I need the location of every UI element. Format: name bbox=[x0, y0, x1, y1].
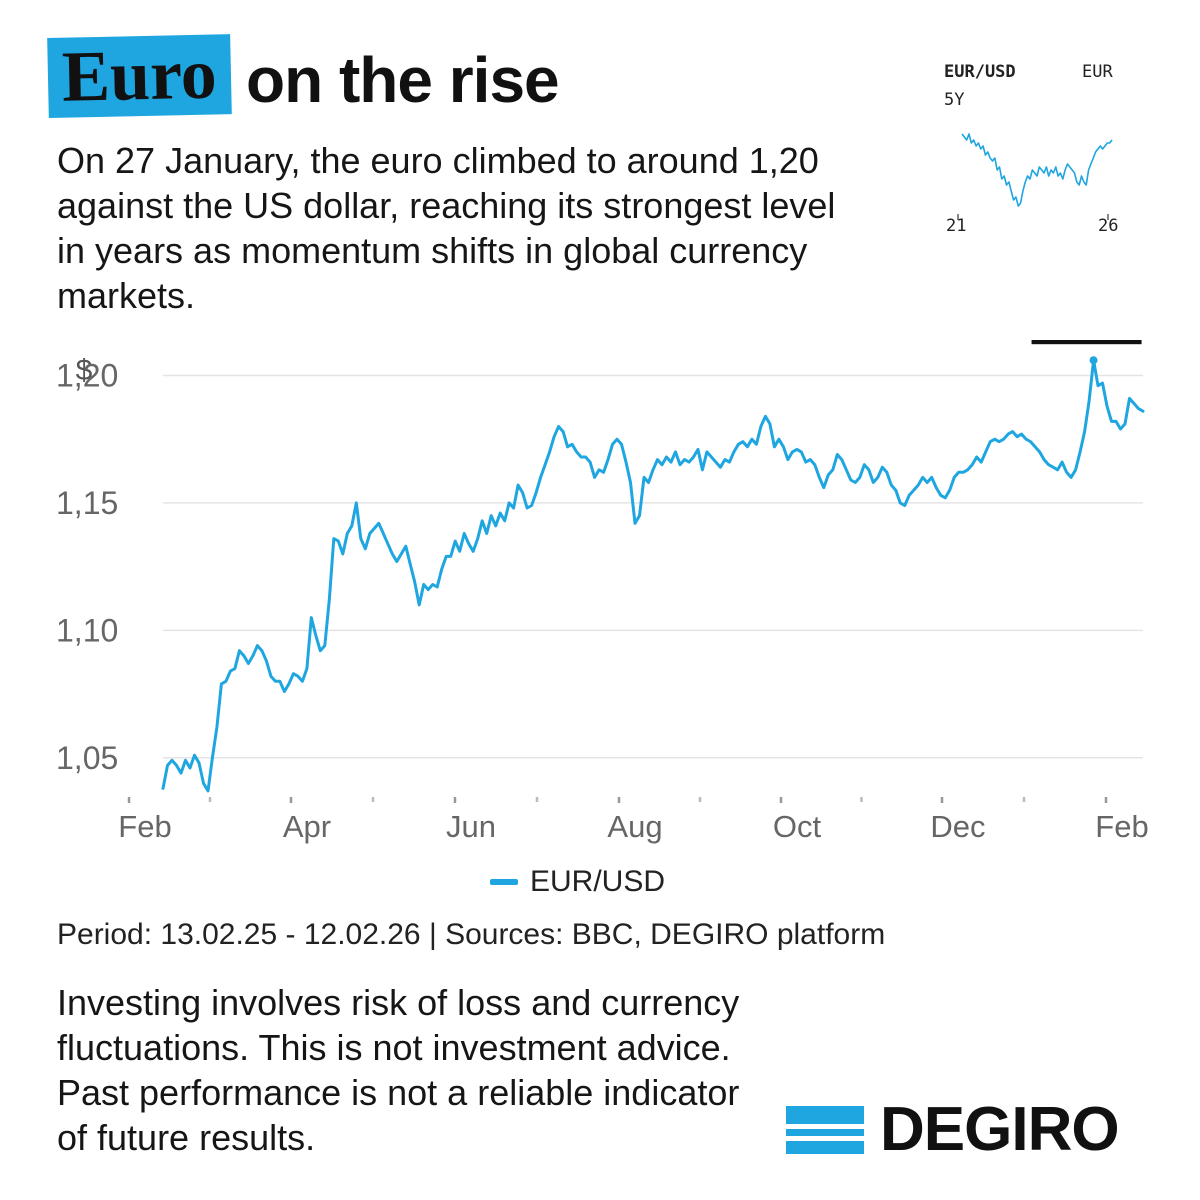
main-chart: $1,05 1,10 1,15 1,20 Feb Apr Jun Aug Oct Dec Feb $1… bbox=[56, 340, 1149, 844]
series-line-eur-usd bbox=[161, 358, 1145, 793]
intro-text: On 27 January, the euro climbed to aroun… bbox=[57, 140, 836, 316]
x-tick-label: Oct bbox=[773, 809, 822, 844]
disclaimer: Investing involves risk of loss and curr… bbox=[57, 982, 740, 1158]
x-tick-label: Aug bbox=[607, 809, 662, 844]
mini-chart-currency: EUR bbox=[1082, 62, 1113, 82]
mini-series-line bbox=[961, 133, 1113, 207]
x-tick-label: Feb bbox=[118, 809, 171, 844]
mini-chart-plot bbox=[957, 133, 1113, 220]
legend-swatch bbox=[490, 879, 518, 885]
x-tick-label: Apr bbox=[283, 809, 331, 844]
mini-chart-ticker: EUR/USD bbox=[944, 62, 1016, 82]
degiro-logo-mark bbox=[786, 1106, 864, 1154]
y-tick-label: 1,15 bbox=[56, 485, 118, 521]
peak-label-box bbox=[1031, 340, 1142, 345]
y-tick-label: 1,05 bbox=[56, 740, 118, 776]
title-highlight: Euro bbox=[47, 33, 232, 118]
degiro-logo: DEGIRO bbox=[786, 1095, 1120, 1164]
y-axis-label: $ bbox=[76, 354, 93, 387]
peak-label: $1,20 bbox=[1048, 340, 1125, 342]
y-tick-label: 1,20 bbox=[56, 357, 118, 393]
degiro-logo-text: DEGIRO bbox=[880, 1095, 1120, 1164]
y-tick-label: 1,10 bbox=[56, 612, 118, 648]
source-note: Period: 13.02.25 - 12.02.26 | Sources: B… bbox=[57, 918, 886, 951]
mini-chart-end-label: 26 bbox=[1098, 216, 1119, 236]
legend: EUR/USD bbox=[490, 865, 666, 898]
x-tick-label: Feb bbox=[1095, 809, 1148, 844]
peak-marker bbox=[1089, 356, 1098, 365]
mini-chart-start-label: 21 bbox=[946, 216, 967, 236]
legend-label: EUR/USD bbox=[530, 865, 666, 898]
mini-chart-period: 5Y bbox=[944, 90, 965, 110]
x-tick-label: Jun bbox=[446, 809, 496, 844]
mini-chart: EUR/USD EUR 5Y 21 26 bbox=[930, 56, 1130, 246]
x-tick-label: Dec bbox=[930, 809, 985, 844]
title-rest: on the rise bbox=[246, 44, 560, 116]
